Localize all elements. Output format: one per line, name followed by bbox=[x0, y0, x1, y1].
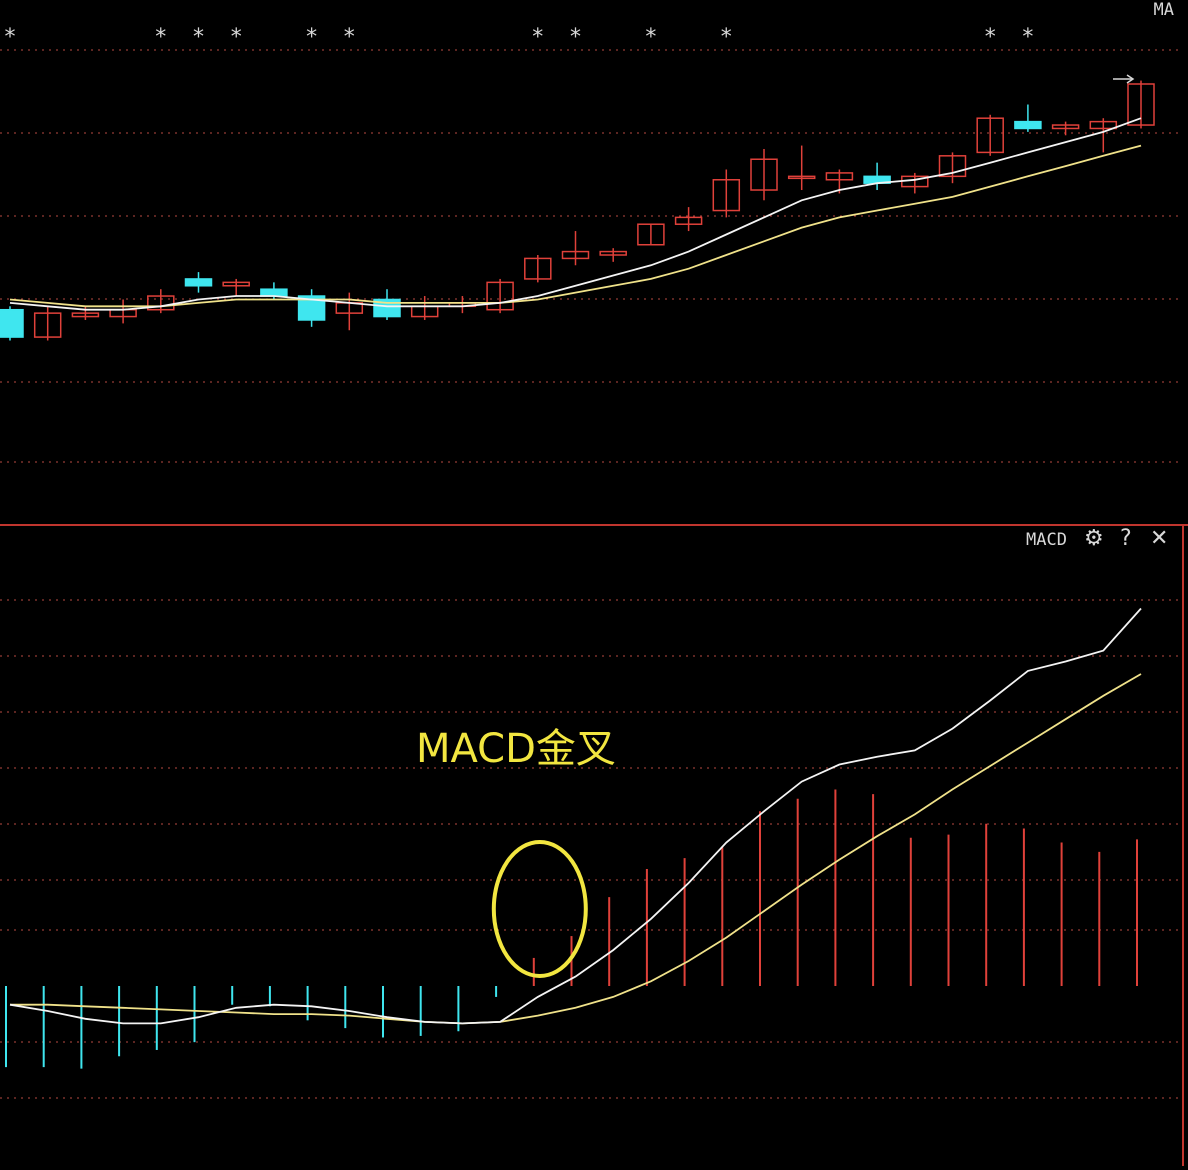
candle-up bbox=[1089, 120, 1118, 130]
macd-dif-line bbox=[9, 607, 1142, 1025]
candle-up bbox=[33, 312, 62, 338]
star-marker: * bbox=[720, 25, 733, 50]
ma-label: MA bbox=[1153, 0, 1174, 20]
question-icon[interactable]: ? bbox=[1120, 526, 1132, 551]
star-marker: * bbox=[644, 25, 657, 50]
candle-up bbox=[976, 117, 1004, 154]
candle-up bbox=[147, 295, 175, 311]
candle-up bbox=[486, 281, 514, 311]
macd-label: MACD bbox=[1026, 530, 1067, 550]
ma-slow-line bbox=[9, 144, 1142, 308]
star-marker: * bbox=[531, 25, 544, 50]
close-icon[interactable]: ✕ bbox=[1150, 526, 1169, 551]
star-marker: * bbox=[230, 25, 243, 50]
candle-up bbox=[787, 175, 816, 180]
candle-up bbox=[637, 223, 665, 246]
gear-icon[interactable]: ⚙ bbox=[1084, 526, 1104, 551]
candle-down bbox=[260, 288, 288, 297]
golden-cross-circle bbox=[491, 840, 588, 978]
candle-down bbox=[0, 308, 24, 338]
candle-up bbox=[71, 312, 100, 318]
star-marker: * bbox=[343, 25, 356, 50]
golden-cross-annotation: MACD金叉 bbox=[416, 726, 616, 772]
candle-up bbox=[1127, 83, 1155, 126]
star-marker: * bbox=[154, 25, 167, 50]
candle-up bbox=[938, 155, 967, 178]
candle-down bbox=[1014, 120, 1042, 130]
candle-up bbox=[599, 250, 627, 256]
candle-up bbox=[712, 179, 741, 212]
star-marker: * bbox=[192, 25, 205, 50]
macd-dea-line bbox=[10, 673, 1142, 1025]
star-marker: * bbox=[984, 25, 997, 50]
candle-up bbox=[674, 216, 703, 225]
star-marker: * bbox=[1021, 25, 1034, 50]
candle-up bbox=[524, 257, 552, 280]
candle-up bbox=[222, 281, 250, 287]
candle-up bbox=[561, 250, 590, 260]
star-marker: * bbox=[569, 25, 582, 50]
candle-up bbox=[750, 158, 778, 191]
ma-fast-line bbox=[9, 117, 1142, 311]
candle-down bbox=[184, 278, 213, 287]
last-price-arrowhead bbox=[1126, 74, 1135, 84]
candle-up bbox=[825, 172, 854, 181]
candle-up bbox=[1051, 124, 1080, 130]
candle-down bbox=[297, 295, 326, 321]
star-marker: * bbox=[305, 25, 318, 50]
star-marker: * bbox=[3, 25, 16, 50]
